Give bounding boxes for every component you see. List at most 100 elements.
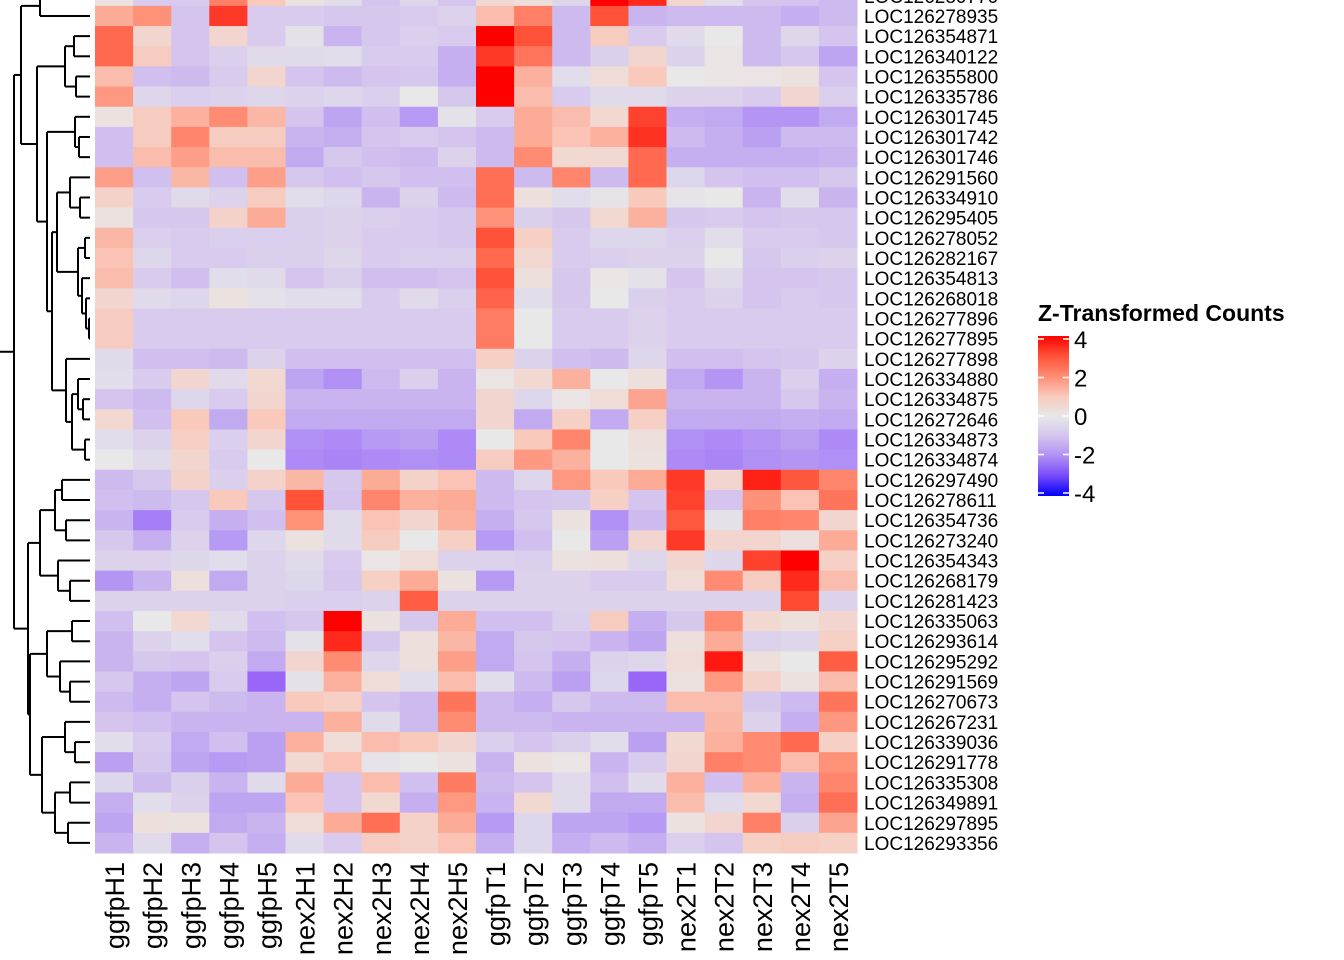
heatmap-cell	[133, 711, 172, 733]
heatmap-cell	[361, 268, 401, 289]
heatmap-cell	[171, 610, 210, 632]
heatmap-cell	[514, 671, 553, 693]
heatmap-cell	[514, 651, 553, 672]
heatmap-cell	[133, 691, 172, 713]
heatmap-cell	[437, 46, 477, 67]
heatmap-cell	[742, 328, 782, 350]
row-label: LOC126354343	[864, 552, 998, 573]
heatmap-cell	[590, 46, 629, 67]
column-label: nex2H1	[291, 862, 321, 955]
heatmap-cell	[437, 0, 477, 7]
heatmap-cell	[780, 832, 820, 854]
heatmap-cell	[818, 530, 858, 551]
heatmap-cell	[399, 348, 439, 370]
heatmap-cell	[476, 469, 515, 491]
heatmap-cell	[780, 489, 820, 511]
heatmap-cell	[171, 106, 210, 128]
heatmap-cell	[437, 328, 477, 350]
column-labels: ggfpH1 ggfpH2 ggfpH3 ggfpH4 ggfpH5 nex2H1 nex2…	[100, 862, 854, 955]
heatmap-cell	[666, 0, 706, 7]
heatmap-cell	[514, 631, 553, 652]
heatmap-cell	[476, 86, 515, 108]
heatmap-cell	[628, 227, 667, 249]
heatmap-cell	[399, 0, 439, 7]
heatmap-cell	[628, 147, 667, 168]
heatmap-cell	[399, 227, 439, 249]
heatmap-cell	[628, 288, 667, 309]
heatmap-cell	[399, 207, 439, 229]
heatmap-cell	[285, 328, 325, 350]
heatmap-cell	[590, 26, 629, 47]
heatmap-cell	[171, 590, 210, 612]
row-label: LOC126277896	[864, 310, 998, 331]
heatmap-cell	[247, 671, 286, 693]
heatmap-cell	[514, 126, 553, 148]
heatmap-cell	[95, 510, 134, 531]
heatmap-cell	[590, 126, 629, 148]
heatmap-cell	[818, 429, 858, 451]
heatmap-cell	[95, 187, 134, 209]
row-label: LOC126334873	[864, 431, 998, 452]
heatmap-cell	[780, 247, 820, 269]
heatmap-cell	[209, 510, 248, 531]
heatmap-cell	[818, 550, 858, 572]
row-label: LOC126281423	[864, 592, 998, 613]
heatmap-cell	[514, 832, 553, 854]
heatmap-cell	[361, 247, 401, 269]
heatmap-cell	[628, 66, 667, 88]
heatmap-cell	[133, 227, 172, 249]
heatmap-cell	[590, 308, 629, 330]
heatmap-cell	[476, 711, 515, 733]
heatmap-cell	[590, 590, 629, 612]
heatmap-cell	[818, 368, 858, 390]
heatmap-cell	[361, 46, 401, 67]
heatmap-cell	[437, 389, 477, 410]
heatmap-cell	[666, 752, 706, 773]
heatmap-cell	[742, 368, 782, 390]
heatmap-cell	[171, 711, 210, 733]
heatmap-cell	[285, 691, 325, 713]
heatmap-cell	[95, 368, 134, 390]
heatmap-cell	[742, 590, 782, 612]
heatmap-cell	[628, 86, 667, 108]
heatmap-cell	[590, 106, 629, 128]
heatmap-cell	[742, 510, 782, 531]
heatmap-cell	[247, 691, 286, 713]
heatmap-cell	[476, 46, 515, 67]
heatmap-cell	[514, 308, 553, 330]
heatmap-cell	[133, 772, 172, 793]
heatmap-cell	[171, 5, 210, 27]
heatmap-cell	[133, 590, 172, 612]
heatmap-cell	[361, 368, 401, 390]
heatmap-cell	[209, 268, 248, 289]
heatmap-cell	[780, 610, 820, 632]
heatmap-cell	[323, 268, 363, 289]
heatmap-cell	[209, 792, 248, 814]
row-label: LOC126301742	[864, 128, 998, 149]
row-label: LOC126297895	[864, 814, 998, 835]
heatmap-cell	[552, 86, 591, 108]
heatmap-cell	[285, 832, 325, 854]
heatmap-cell	[285, 590, 325, 612]
heatmap-cell	[209, 66, 248, 88]
heatmap-cell	[247, 86, 286, 108]
heatmap-cell	[437, 429, 477, 451]
heatmap-cell	[209, 328, 248, 350]
heatmap-cell	[666, 5, 706, 27]
heatmap-cell	[818, 489, 858, 511]
heatmap-cell	[628, 671, 667, 693]
column-label: ggfpT4	[595, 862, 625, 946]
heatmap-cell	[780, 66, 820, 88]
heatmap-cell	[780, 671, 820, 693]
heatmap-cell	[361, 812, 401, 834]
heatmap-cell	[133, 671, 172, 693]
heatmap-cell	[209, 671, 248, 693]
heatmap-cell	[742, 711, 782, 733]
row-label: LOC126277895	[864, 330, 998, 351]
heatmap-cell	[95, 26, 134, 47]
heatmap-cell	[437, 772, 477, 793]
heatmap-cell	[476, 187, 515, 209]
heatmap-cell	[323, 207, 363, 229]
heatmap-cell	[742, 530, 782, 551]
row-label: LOC126280770	[864, 0, 998, 8]
